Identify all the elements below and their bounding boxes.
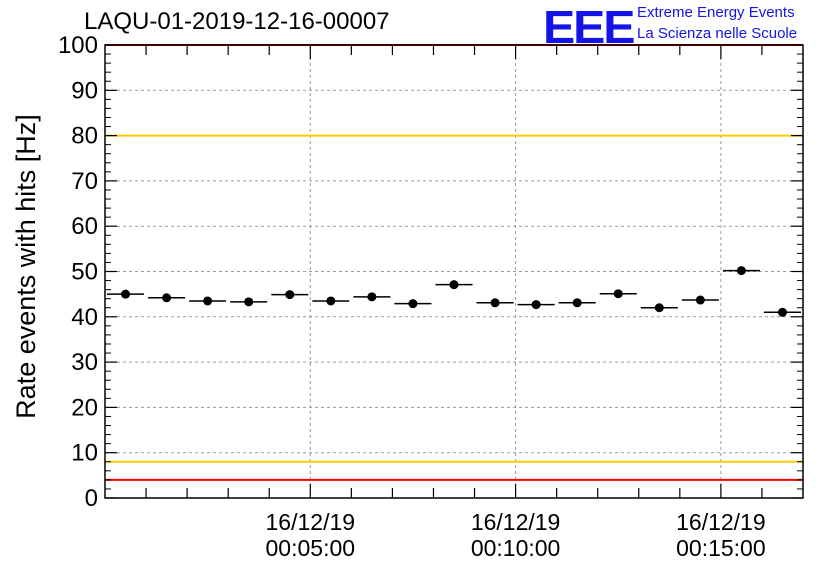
y-tick-label: 0 — [85, 485, 98, 512]
chart-title: LAQU-01-2019-12-16-00007 — [84, 8, 390, 35]
data-point — [408, 299, 418, 309]
data-point — [121, 289, 131, 299]
data-point — [695, 295, 705, 305]
y-tick-label: 100 — [58, 32, 98, 59]
grid-layer — [105, 45, 803, 498]
data-point — [162, 293, 172, 303]
data-point — [326, 296, 336, 306]
x-tick-label-time: 00:15:00 — [676, 535, 766, 561]
y-tick-label: 40 — [71, 304, 98, 331]
data-point — [531, 300, 541, 310]
y-tick-label: 80 — [71, 123, 98, 150]
data-point — [203, 296, 213, 306]
data-point — [490, 298, 500, 308]
data-point — [367, 292, 377, 302]
y-tick-label: 30 — [71, 349, 98, 376]
data-point — [449, 280, 459, 290]
y-axis-label: Rate events with hits [Hz] — [11, 114, 41, 419]
x-tick-label-date: 16/12/19 — [266, 509, 356, 535]
data-point — [244, 297, 254, 307]
tick-layer: 010203040506070809010016/12/1900:05:0016… — [58, 32, 803, 561]
data-point — [777, 307, 787, 317]
x-tick-label-time: 00:05:00 — [266, 535, 356, 561]
x-tick-label-time: 00:10:00 — [471, 535, 561, 561]
x-tick-label-date: 16/12/19 — [471, 509, 561, 535]
logo-caption-line2: La Scienza nelle Scuole — [637, 25, 798, 42]
data-point — [736, 266, 746, 276]
x-tick-label-date: 16/12/19 — [676, 509, 766, 535]
y-tick-label: 70 — [71, 168, 98, 195]
y-tick-label: 20 — [71, 394, 98, 421]
logo-caption-line1: Extreme Energy Events — [637, 4, 795, 21]
data-point — [654, 303, 664, 313]
y-tick-label: 50 — [71, 259, 98, 286]
data-point — [572, 298, 582, 308]
data-point — [285, 290, 295, 300]
data-point — [613, 289, 623, 299]
y-tick-label: 90 — [71, 77, 98, 104]
y-tick-label: 10 — [71, 440, 98, 467]
data-layer — [107, 266, 801, 317]
reference-lines-layer — [105, 44, 803, 481]
y-tick-label: 60 — [71, 213, 98, 240]
